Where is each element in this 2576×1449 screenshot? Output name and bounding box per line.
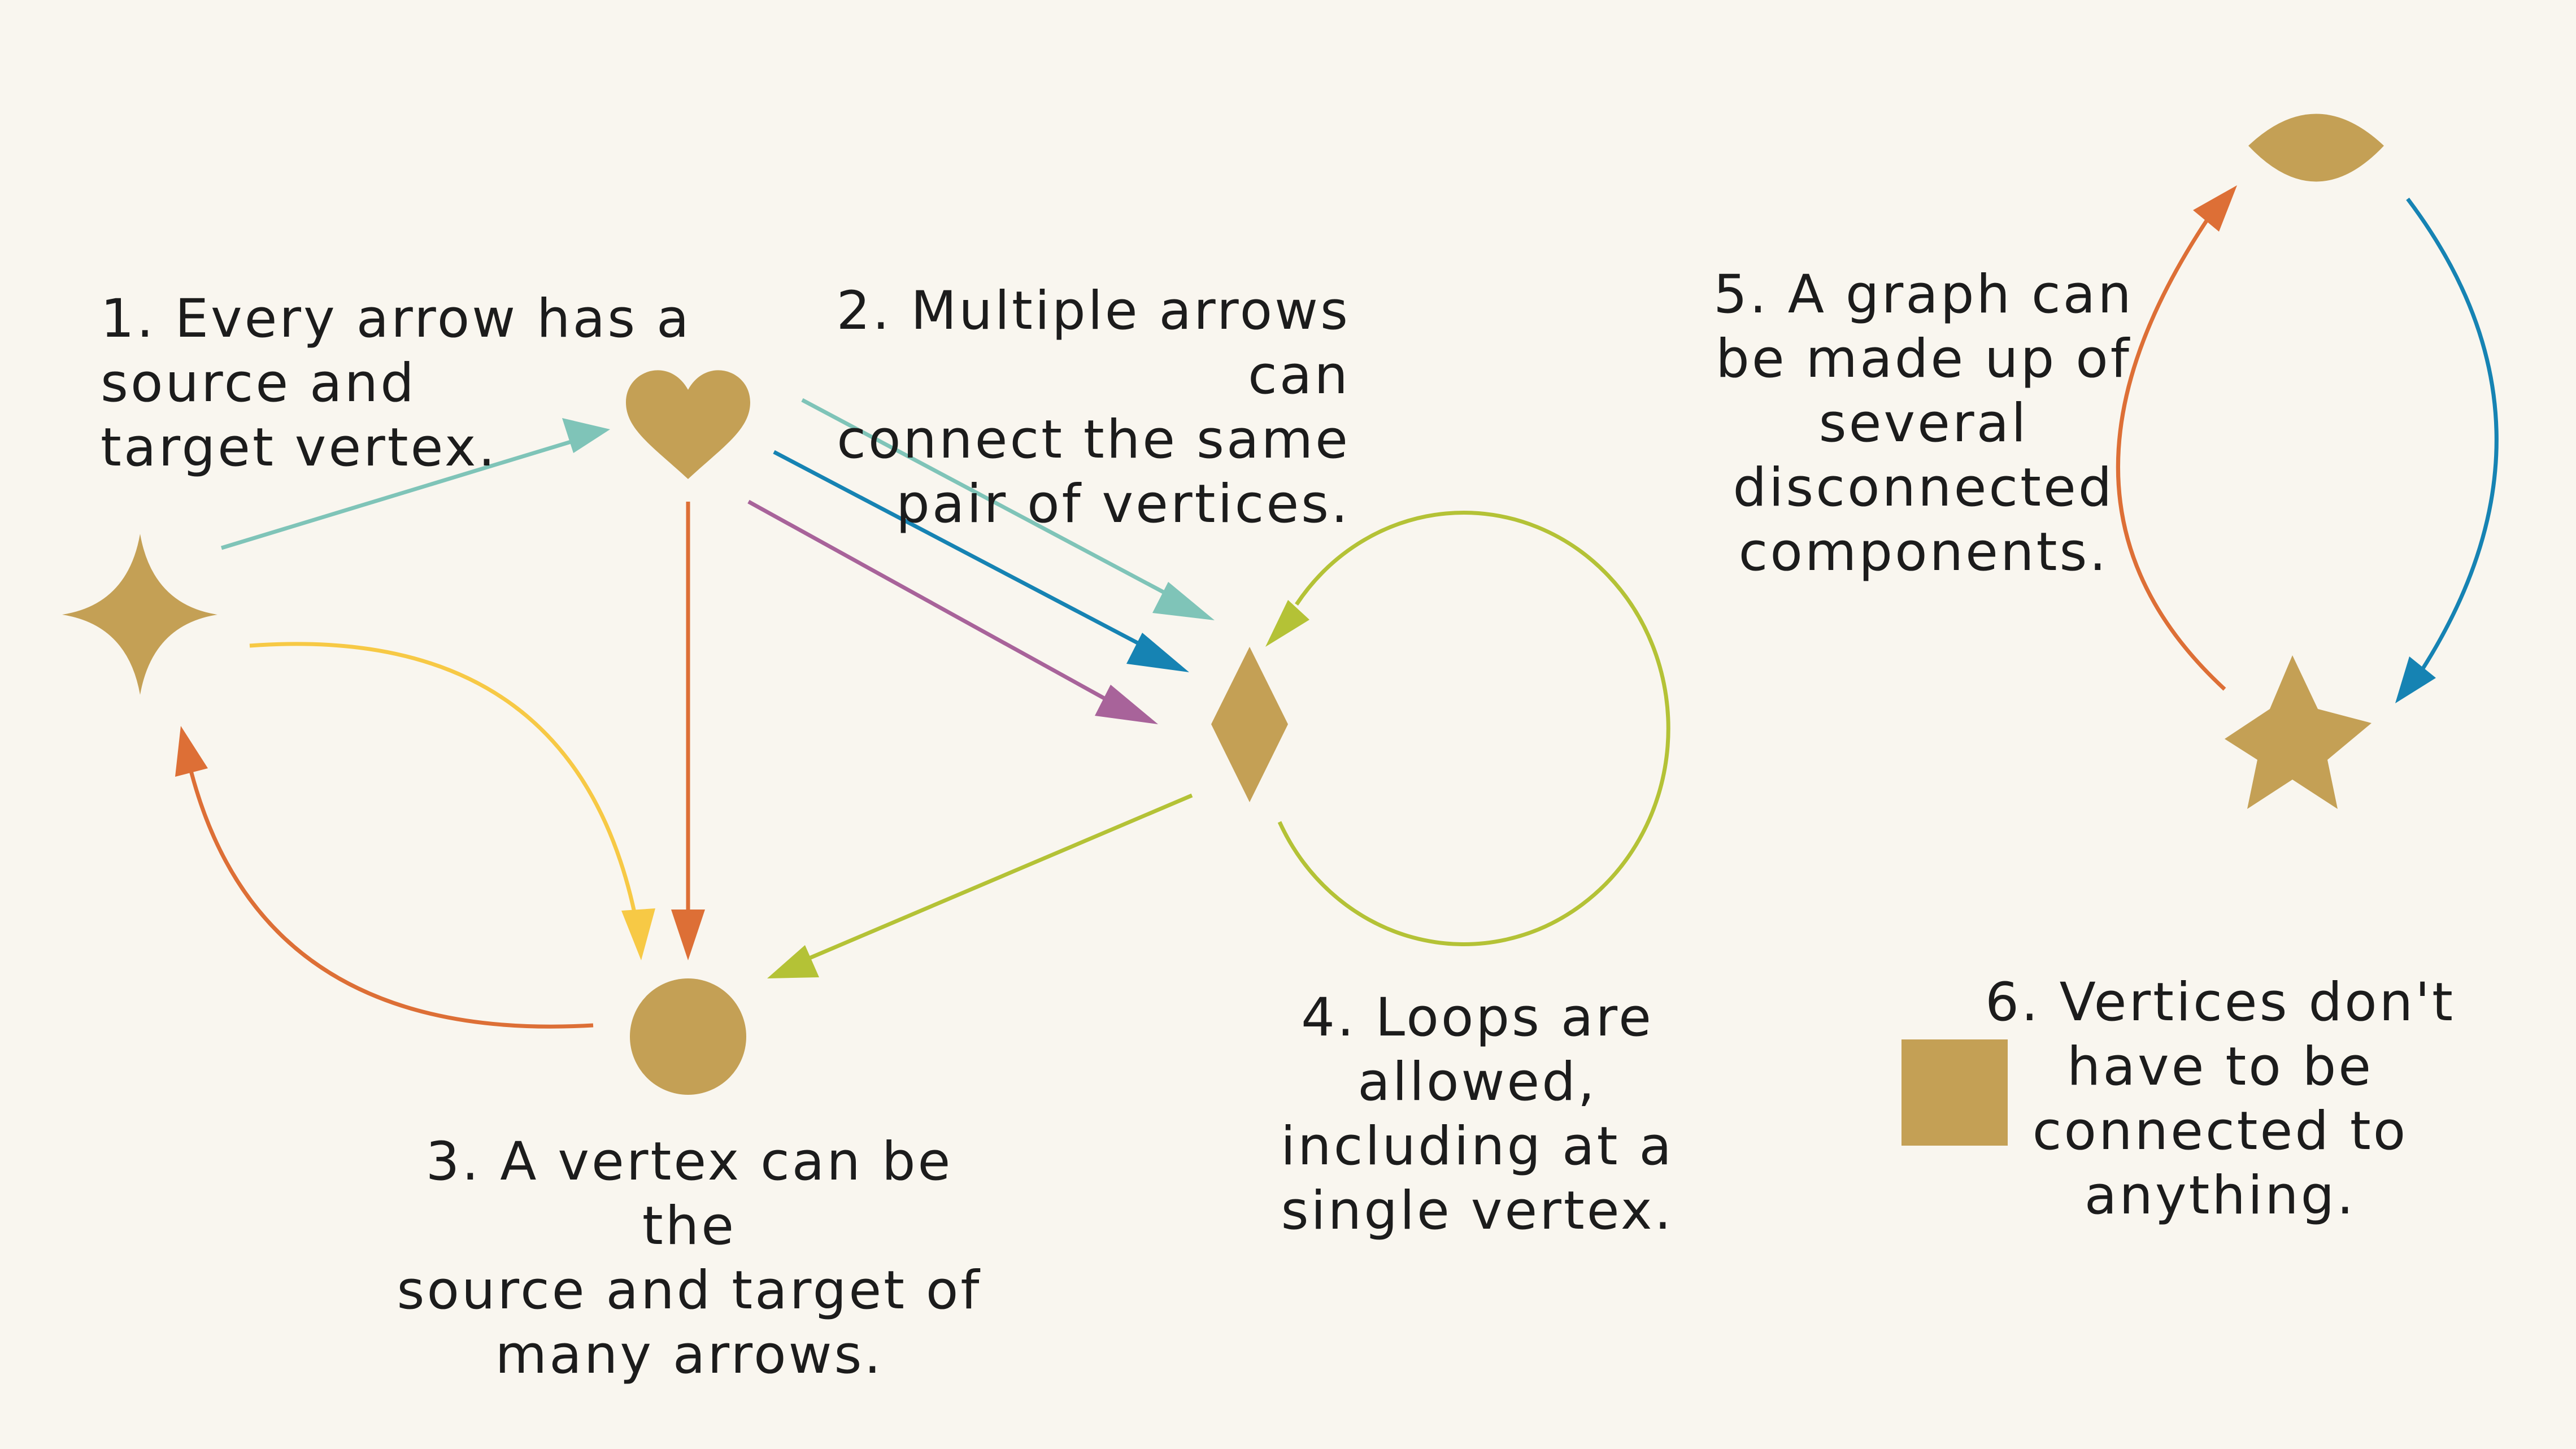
edge-circle-to-star4 — [185, 756, 594, 1029]
vertex-heart — [626, 370, 750, 479]
arrowhead-star5-to-eye — [2193, 185, 2237, 232]
note-source-and-target: 3. A vertex can be the source and target… — [397, 1131, 982, 1386]
vertex-diamond — [1211, 647, 1288, 802]
vertex-circle — [630, 978, 746, 1095]
edge-diamond-to-circle — [790, 793, 1193, 968]
arrowhead-circle-to-star4 — [175, 726, 208, 777]
note-unconnected-vertices: 6. Vertices don't have to be connected t… — [1985, 972, 2455, 1226]
arrowhead-heart-to-diamond-blue — [1126, 633, 1189, 672]
arrowhead-eye-to-star5 — [2395, 656, 2436, 703]
note-loops-allowed: 4. Loops are allowed, including at a sin… — [1281, 987, 1674, 1242]
vertex-four-pointed-star — [62, 534, 217, 695]
note-multiple-arrows: 2. Multiple arrows can connect the same … — [836, 280, 1350, 535]
arrowhead-star4-to-circle — [621, 908, 655, 960]
edge-heart-to-diamond-teal — [801, 398, 1193, 610]
edge-diamond-loop — [1277, 511, 1670, 946]
note-every-arrow: 1. Every arrow has a source and target v… — [101, 288, 691, 478]
arrowhead-heart-to-circle — [671, 910, 705, 960]
edge-star5-to-eye — [2116, 208, 2226, 691]
arrowhead-diamond-to-circle — [767, 945, 819, 978]
arrowhead-diamond-loop — [1265, 600, 1309, 647]
vertex-square — [1901, 1039, 2008, 1146]
edge-heart-to-diamond-purple — [747, 499, 1130, 714]
arrowhead-star4-to-heart — [562, 418, 610, 453]
edge-heart-to-diamond-blue — [773, 450, 1168, 660]
vertex-five-pointed-star — [2225, 655, 2372, 809]
arrowhead-heart-to-diamond-purple — [1095, 685, 1158, 724]
note-disconnected-components: 5. A graph can be made up of several dis… — [1713, 264, 2134, 583]
edges — [175, 185, 2499, 1029]
vertex-lens — [2248, 114, 2384, 182]
edge-eye-to-star5 — [2406, 197, 2499, 682]
edge-star4-to-circle — [249, 642, 641, 933]
edge-star4-to-heart — [220, 433, 594, 550]
arrowhead-heart-to-diamond-teal — [1152, 582, 1215, 620]
vertices — [62, 114, 2384, 1146]
